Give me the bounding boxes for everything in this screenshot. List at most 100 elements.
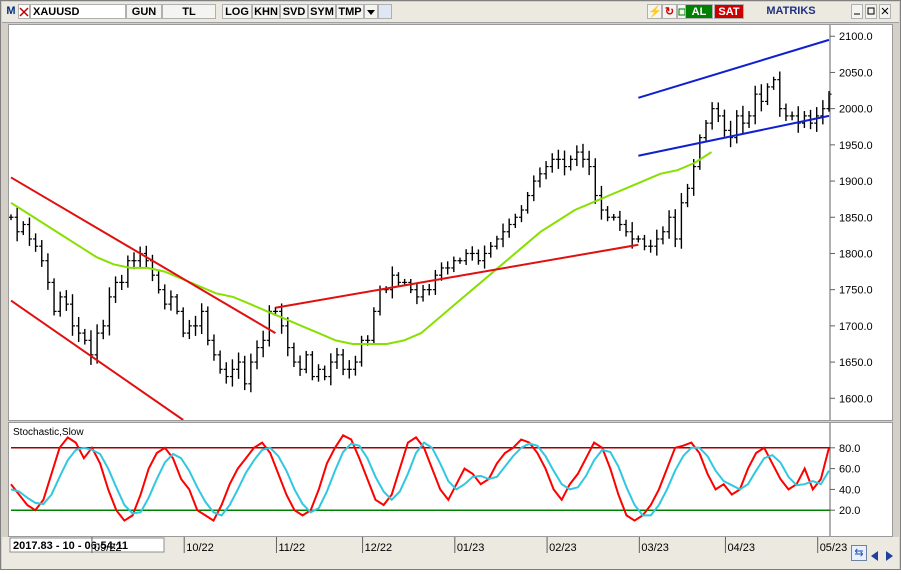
app-icon[interactable]: M [6, 5, 16, 17]
price-tick-label: 1950.0 [839, 140, 873, 152]
close-icon[interactable] [879, 4, 891, 19]
ohlc-bar [389, 266, 395, 299]
trend-line [638, 114, 830, 157]
trend-line [638, 38, 830, 99]
ohlc-bar [420, 285, 426, 302]
maximize-icon[interactable] [865, 4, 877, 19]
tmp-button[interactable]: TMP [336, 4, 364, 19]
ohlc-bar [697, 134, 703, 170]
ohlc-bar [506, 218, 512, 238]
trend-line [10, 176, 276, 334]
buy-button[interactable]: AL [685, 4, 713, 19]
ohlc-bar [574, 145, 580, 167]
ohlc-bar [518, 205, 524, 223]
ohlc-bar [777, 71, 783, 117]
scroll-right-icon[interactable] [883, 549, 895, 561]
ohlc-bar [20, 221, 26, 236]
ohlc-bar [217, 350, 223, 374]
log-button[interactable]: LOG [222, 4, 252, 19]
ohlc-bar [119, 274, 125, 290]
ohlc-bar [641, 234, 647, 251]
ohlc-bar [494, 235, 500, 250]
trend-line [10, 299, 184, 421]
price-tick-label: 1700.0 [839, 321, 873, 333]
ohlc-bar [291, 342, 297, 368]
svd-button[interactable]: SVD [280, 4, 308, 19]
ohlc-bar [752, 85, 758, 125]
ohlc-bar [285, 317, 291, 357]
khn-button[interactable]: KHN [252, 4, 280, 19]
ohlc-bar [242, 355, 248, 391]
ohlc-bar [660, 226, 666, 245]
ohlc-bar [395, 272, 401, 286]
ohlc-bar [562, 150, 568, 176]
ohlc-bar [629, 222, 635, 249]
ohlc-bar [469, 246, 475, 261]
scroll-left-icon[interactable] [869, 549, 881, 561]
ohlc-bar [303, 350, 309, 374]
ohlc-bar [94, 324, 100, 364]
chart-toolbar: M XAUUSD GUN TL LOG KHN SVD SYM TMP ⚡ ↻ … [2, 2, 899, 23]
ohlc-bar [113, 276, 119, 303]
sell-button[interactable]: SAT [714, 4, 744, 19]
ohlc-bar [14, 207, 20, 242]
stochastic-tick-label: 40.0 [839, 484, 860, 496]
ohlc-bar [156, 271, 162, 294]
stochastic-tick-label: 80.0 [839, 443, 860, 455]
ohlc-bar [488, 241, 494, 258]
ohlc-bar [26, 217, 32, 246]
price-tick-label: 1750.0 [839, 285, 873, 297]
stochastic-panel[interactable]: Stochastic,Slow 20.0 40.0 60.0 80.0 [8, 422, 893, 537]
ohlc-bar [223, 362, 229, 384]
ohlc-bar [88, 330, 94, 365]
stochastic-d-line [10, 441, 830, 517]
lightning-icon[interactable]: ⚡ [647, 4, 662, 19]
ohlc-bar [678, 193, 684, 249]
ohlc-bar [482, 245, 488, 269]
ohlc-bar [426, 283, 432, 296]
sym-button[interactable]: SYM [308, 4, 336, 19]
currency-button[interactable]: TL [162, 4, 216, 19]
brand-logo: MATRIKS [766, 5, 816, 17]
ohlc-bar [340, 349, 346, 376]
price-chart[interactable]: 1600.0 1650.0 1700.0 1750.0 1800.0 1850.0 1900… [8, 25, 892, 421]
ohlc-bar [70, 294, 76, 336]
timeline-footer: 2017.83 - 10 - 06:54:11 09/22 10/22 11/22 1… [2, 537, 899, 569]
ohlc-bar [106, 287, 112, 336]
ohlc-bar [666, 210, 672, 239]
ohlc-bar [63, 290, 69, 311]
ohlc-bar [82, 328, 88, 345]
ohlc-bar [783, 103, 789, 122]
crosshair-icon[interactable] [18, 4, 30, 19]
dropdown-arrow-icon[interactable] [364, 4, 378, 19]
stochastic-chart[interactable]: Stochastic,Slow 20.0 40.0 60.0 80.0 [9, 423, 892, 536]
ohlc-bar [236, 352, 242, 379]
ohlc-bar [691, 159, 697, 196]
period-button[interactable]: GUN [126, 4, 162, 19]
minimize-icon[interactable] [851, 4, 863, 19]
ohlc-bar [162, 284, 168, 310]
ohlc-bar [758, 84, 764, 112]
ohlc-bar [279, 303, 285, 334]
ohlc-bar [457, 257, 463, 264]
ohlc-bar [555, 149, 561, 169]
ohlc-bar [672, 209, 678, 248]
ohlc-bar [537, 167, 543, 188]
price-tick-label: 1850.0 [839, 212, 873, 224]
ohlc-bar [186, 319, 192, 340]
toolbar-blank-box[interactable] [378, 4, 392, 19]
symbol-input[interactable]: XAUUSD [30, 4, 126, 19]
ohlc-bar [193, 315, 199, 336]
ohlc-bar [543, 161, 549, 180]
ohlc-bar [611, 213, 617, 221]
price-chart-panel[interactable]: 1600.0 1650.0 1700.0 1750.0 1800.0 1850.0 1900… [8, 24, 893, 421]
ohlc-bar [525, 191, 531, 214]
ohlc-bar [205, 306, 211, 346]
ohlc-bar [45, 253, 51, 290]
time-tick-label: 11/22 [278, 542, 305, 554]
ohlc-bar [334, 347, 340, 369]
ohlc-bar [39, 240, 45, 267]
sync-icon[interactable]: ⇆ [851, 545, 867, 561]
refresh-icon[interactable]: ↻ [662, 4, 677, 19]
ohlc-bar [715, 102, 721, 123]
